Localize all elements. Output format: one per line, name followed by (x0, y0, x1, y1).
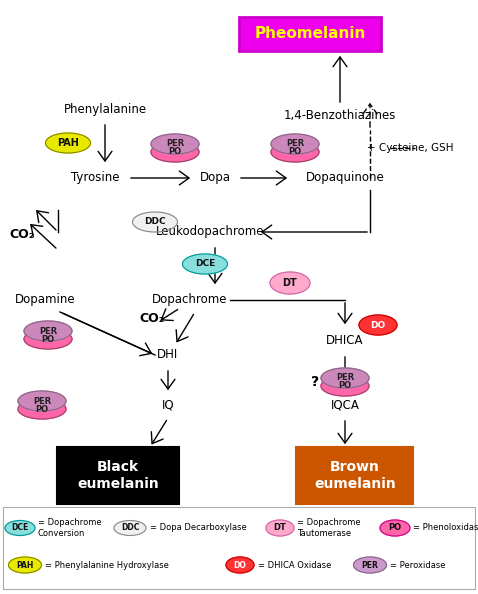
Text: DO: DO (234, 561, 247, 570)
Text: DCE: DCE (11, 523, 29, 532)
Text: PAH: PAH (57, 138, 79, 148)
Text: IQ: IQ (162, 399, 174, 412)
Ellipse shape (18, 391, 66, 411)
Text: PO: PO (389, 523, 402, 532)
Text: = Dopachrome
Conversion: = Dopachrome Conversion (38, 519, 102, 538)
Ellipse shape (132, 212, 177, 232)
Text: DCE: DCE (195, 260, 215, 268)
Text: = Phenoloxidase: = Phenoloxidase (413, 523, 478, 532)
Text: Pheomelanin: Pheomelanin (254, 27, 366, 42)
Ellipse shape (354, 557, 387, 573)
Text: DDC: DDC (144, 217, 166, 226)
Text: Dopaquinone: Dopaquinone (305, 172, 384, 185)
Text: DDC: DDC (121, 523, 139, 532)
FancyBboxPatch shape (296, 447, 413, 504)
Text: PO: PO (42, 334, 54, 343)
Text: = Phenylalanine Hydroxylase: = Phenylalanine Hydroxylase (45, 561, 169, 570)
Ellipse shape (45, 133, 90, 153)
Ellipse shape (270, 272, 310, 294)
Ellipse shape (9, 557, 42, 573)
Ellipse shape (380, 520, 410, 536)
Text: DO: DO (370, 321, 386, 330)
Text: = Dopachrome
Tautomerase: = Dopachrome Tautomerase (297, 519, 360, 538)
Ellipse shape (271, 134, 319, 154)
Text: Brown
eumelanin: Brown eumelanin (314, 460, 396, 491)
FancyBboxPatch shape (239, 17, 381, 51)
Ellipse shape (183, 254, 228, 274)
FancyBboxPatch shape (3, 507, 475, 589)
Text: PER: PER (166, 140, 184, 148)
Ellipse shape (18, 399, 66, 419)
Ellipse shape (24, 329, 72, 349)
Text: PER: PER (361, 561, 379, 570)
Text: = Dopa Decarboxylase: = Dopa Decarboxylase (150, 523, 247, 532)
Text: = DHICA Oxidase: = DHICA Oxidase (258, 561, 331, 570)
Text: IQCA: IQCA (331, 399, 359, 412)
Text: Leukodopachrome: Leukodopachrome (156, 226, 264, 239)
Text: PER: PER (286, 140, 304, 148)
Text: Phenylalanine: Phenylalanine (64, 103, 147, 116)
Text: PER: PER (39, 327, 57, 336)
Text: DT: DT (282, 278, 297, 288)
Text: CO₂: CO₂ (140, 311, 164, 324)
Ellipse shape (321, 368, 369, 388)
Text: CO₂: CO₂ (10, 229, 34, 242)
Text: + Cysteine, GSH: + Cysteine, GSH (367, 143, 453, 153)
Text: DHICA: DHICA (326, 333, 364, 346)
Ellipse shape (321, 376, 369, 396)
Ellipse shape (266, 520, 294, 536)
Text: PAH: PAH (16, 561, 33, 570)
Ellipse shape (151, 134, 199, 154)
Ellipse shape (151, 142, 199, 162)
Text: PER: PER (336, 374, 354, 383)
Ellipse shape (114, 520, 146, 536)
Text: Dopamine: Dopamine (15, 293, 76, 307)
Text: PO: PO (168, 147, 182, 156)
Text: PO: PO (338, 381, 351, 390)
Text: Dopachrome: Dopachrome (152, 293, 228, 307)
Text: = Peroxidase: = Peroxidase (390, 561, 445, 570)
Text: PO: PO (35, 405, 49, 413)
Ellipse shape (271, 142, 319, 162)
Ellipse shape (359, 315, 397, 335)
Text: 1,4-Benzothiazines: 1,4-Benzothiazines (284, 109, 396, 122)
Text: PER: PER (33, 397, 51, 406)
Text: Black
eumelanin: Black eumelanin (77, 460, 159, 491)
Ellipse shape (226, 557, 254, 573)
Ellipse shape (5, 520, 35, 536)
Text: PO: PO (288, 147, 302, 156)
Text: Dopa: Dopa (199, 172, 230, 185)
Text: Tyrosine: Tyrosine (71, 172, 119, 185)
Text: DHI: DHI (157, 349, 179, 362)
Ellipse shape (24, 321, 72, 341)
Text: ?: ? (311, 375, 319, 389)
FancyBboxPatch shape (57, 447, 179, 504)
Text: DT: DT (273, 523, 286, 532)
